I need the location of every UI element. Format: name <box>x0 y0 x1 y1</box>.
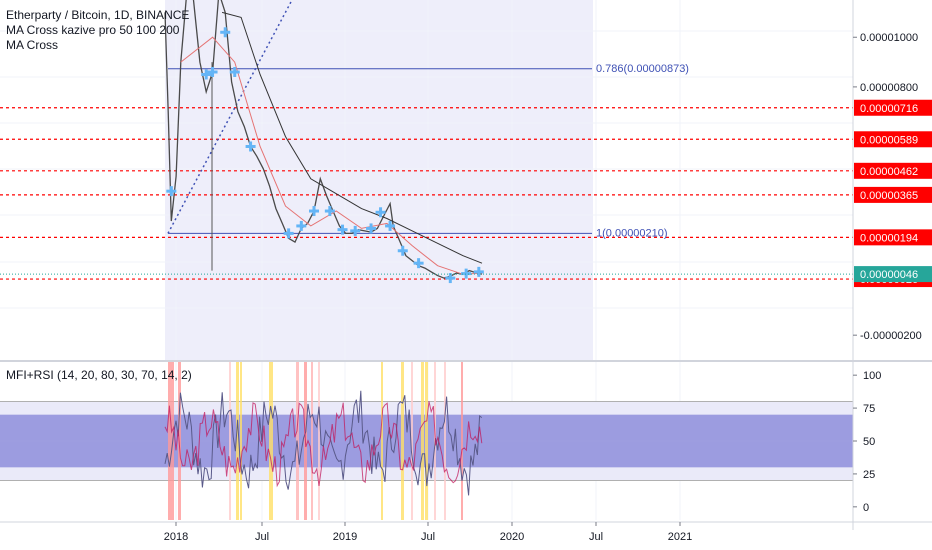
price-tick-label: 0.00001000 <box>860 32 918 44</box>
level-price-badge[interactable]: 0.00000716 <box>854 99 932 116</box>
time-tick-label: 2019 <box>333 531 357 543</box>
level-price-badge[interactable]: 0.00000194 <box>854 229 932 246</box>
rsi-line[interactable] <box>164 401 483 488</box>
alert-stripe <box>236 362 239 520</box>
fib-label: 0.786(0.00000873) <box>596 63 689 75</box>
level-badge-bg <box>854 99 932 116</box>
current-badge-label: 0.00000046 <box>860 269 918 281</box>
signal-marker <box>166 186 177 197</box>
level-badge-label: 0.00000716 <box>860 103 918 115</box>
signal-marker <box>375 207 386 218</box>
price-pane[interactable]: 0.786(0.00000873) 1(0.00000210) <box>0 0 853 520</box>
indicator-legend-1[interactable]: MA Cross kazive pro 50 100 200 <box>6 23 180 37</box>
signal-marker <box>473 266 484 277</box>
sub-tick-label: 0 <box>863 502 869 514</box>
price-tick-label: -0.00000200 <box>860 330 922 342</box>
alert-stripe <box>229 362 231 520</box>
level-badge-label: 0.00000365 <box>860 190 918 202</box>
time-tick-label: 2018 <box>164 531 188 543</box>
alert-stripe <box>425 362 428 520</box>
signal-marker <box>324 206 335 217</box>
level-badge-bg <box>854 229 932 246</box>
moving-average-line <box>221 11 483 264</box>
current-badge-bg <box>854 266 932 283</box>
signal-marker <box>296 220 307 231</box>
time-tick-label: Jul <box>255 531 269 543</box>
alert-stripe <box>269 362 273 520</box>
price-series-line[interactable] <box>164 0 483 279</box>
level-badge-bg <box>854 131 932 148</box>
alert-stripe <box>381 362 383 520</box>
alert-stripe <box>318 362 320 520</box>
level-badge-label: 0.00000589 <box>860 134 918 146</box>
signal-marker <box>397 245 408 256</box>
signal-marker <box>229 67 240 77</box>
signal-marker <box>445 273 456 284</box>
alert-stripe <box>311 362 313 520</box>
signal-marker <box>385 220 396 231</box>
indicator-pane[interactable] <box>0 362 853 520</box>
price-tick-label: 0.00000800 <box>860 82 918 94</box>
level-price-badge[interactable]: 0.00000589 <box>854 131 932 148</box>
alert-stripe <box>444 362 446 520</box>
fib-label: 1(0.00000210) <box>596 227 668 239</box>
signal-marker <box>308 206 319 217</box>
sub-tick-label: 25 <box>863 469 875 481</box>
alert-stripe <box>401 362 404 520</box>
current-price-badge[interactable]: 0.00000046 <box>854 266 932 283</box>
level-badge-label: 0.00000462 <box>860 166 918 178</box>
signal-marker <box>245 141 256 152</box>
level-badge-bg <box>854 162 932 179</box>
sub-tick-label: 100 <box>863 370 881 382</box>
signal-marker <box>201 69 212 80</box>
level-badge-bg <box>854 186 932 203</box>
sub-indicator-title[interactable]: MFI+RSI (14, 20, 80, 30, 70, 14, 2) <box>6 368 192 382</box>
time-tick-label: Jul <box>589 531 603 543</box>
signal-marker <box>413 258 424 269</box>
sub-legend: MFI+RSI (14, 20, 80, 30, 70, 14, 2) <box>6 368 192 383</box>
alert-stripe <box>240 362 242 520</box>
time-tick-label: 2021 <box>668 531 692 543</box>
main-legend: Etherparty / Bitcoin, 1D, BINANCE MA Cro… <box>6 8 189 53</box>
time-tick-label: Jul <box>421 531 435 543</box>
sub-tick-label: 75 <box>863 403 875 415</box>
alert-stripe <box>411 362 413 520</box>
alert-stripe <box>461 362 463 520</box>
level-badge-label: 0.00000194 <box>860 232 918 244</box>
signal-marker <box>207 67 218 77</box>
moving-average-line <box>180 36 483 275</box>
date-range-highlight <box>165 0 593 360</box>
level-price-badge[interactable]: 0.00000365 <box>854 186 932 203</box>
time-tick-label: 2020 <box>500 531 524 543</box>
signal-marker <box>366 223 377 234</box>
indicator-legend-2[interactable]: MA Cross <box>6 38 59 52</box>
alert-stripe <box>421 362 424 520</box>
signal-marker <box>350 225 361 236</box>
sub-tick-label: 50 <box>863 436 875 448</box>
signal-marker <box>283 228 294 239</box>
fib-trendline[interactable] <box>167 0 293 234</box>
signal-marker <box>220 27 231 38</box>
alert-stripe <box>168 362 174 520</box>
signal-marker <box>337 224 348 235</box>
level-price-badge[interactable]: 0.00000462 <box>854 162 932 179</box>
symbol-title[interactable]: Etherparty / Bitcoin, 1D, BINANCE <box>6 8 190 22</box>
